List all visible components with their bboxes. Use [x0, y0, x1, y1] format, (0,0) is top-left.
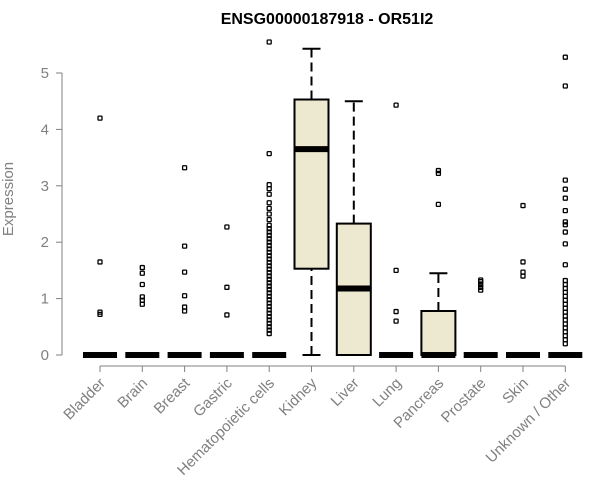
- outlier-point: [181, 304, 188, 310]
- x-tick-label-bladder: Bladder: [60, 375, 109, 424]
- box-iqr: [420, 310, 457, 356]
- outlier-point: [266, 211, 272, 217]
- outlier-point: [435, 201, 442, 208]
- outlier-point: [139, 270, 145, 276]
- box-pancreas: [420, 167, 457, 358]
- x-tick-label-prostate: Prostate: [438, 375, 490, 427]
- box-hematopoietic-cells: [252, 39, 287, 358]
- outlier-point: [562, 219, 568, 225]
- outlier-point: [520, 202, 526, 209]
- box-prostate: [463, 277, 498, 358]
- box-breast: [167, 165, 202, 358]
- box-iqr: [293, 98, 330, 270]
- y-tick-label: 5: [41, 65, 49, 82]
- y-axis: 0 1 2 3 4 5: [41, 65, 63, 364]
- chart-title: ENSG00000187918 - OR51I2: [221, 11, 434, 28]
- outlier-point: [266, 182, 272, 188]
- outlier-point: [224, 312, 230, 318]
- box-skin: [506, 202, 540, 358]
- outlier-point: [562, 186, 568, 192]
- outlier-point: [266, 151, 272, 157]
- outlier-point: [562, 222, 568, 228]
- outlier-point: [266, 222, 272, 228]
- y-tick-label: 0: [41, 347, 49, 364]
- outlier-point: [97, 309, 103, 315]
- outlier-point: [520, 269, 526, 275]
- outlier-point: [181, 269, 188, 275]
- outlier-point: [478, 287, 484, 293]
- x-tick-label-liver: Liver: [328, 375, 363, 410]
- outlier-point: [562, 229, 568, 235]
- outlier-point: [181, 293, 188, 299]
- outlier-point: [562, 54, 568, 60]
- outlier-point: [181, 243, 188, 249]
- outlier-point: [393, 318, 399, 324]
- box-kidney: [293, 47, 330, 356]
- box-unknown-other: [548, 54, 583, 358]
- outlier-point: [478, 284, 484, 290]
- outlier-point: [266, 200, 272, 206]
- outlier-point: [562, 83, 568, 89]
- y-axis-label: Expression: [0, 162, 17, 236]
- outlier-point: [139, 294, 145, 300]
- outlier-point: [435, 170, 442, 177]
- outlier-point: [266, 205, 272, 212]
- outlier-point: [266, 191, 272, 197]
- box-liver: [335, 100, 372, 356]
- outlier-point: [181, 165, 188, 171]
- outlier-point: [139, 264, 145, 271]
- outlier-point: [224, 224, 230, 230]
- outlier-point: [435, 167, 442, 174]
- y-tick-label: 2: [41, 234, 49, 251]
- x-tick-label-skin: Skin: [499, 375, 532, 408]
- outlier-point: [393, 102, 399, 108]
- outlier-point: [224, 284, 230, 290]
- outlier-point: [393, 267, 399, 274]
- outlier-point: [478, 277, 484, 283]
- outlier-point: [97, 259, 103, 265]
- outlier-point: [520, 259, 526, 265]
- outlier-point: [97, 115, 103, 121]
- box-lung: [379, 102, 414, 358]
- y-tick-label: 4: [41, 121, 49, 138]
- x-tick-label-kidney: Kidney: [276, 374, 321, 419]
- y-tick-label: 3: [41, 178, 49, 195]
- plot-area: [83, 39, 583, 358]
- outlier-point: [562, 195, 568, 201]
- box-brain: [125, 264, 160, 358]
- outlier-point: [562, 207, 568, 214]
- x-tick-label-breast: Breast: [151, 374, 194, 417]
- outlier-point: [139, 281, 145, 288]
- y-tick-label: 1: [41, 291, 49, 308]
- outlier-point: [562, 241, 568, 247]
- outlier-point: [393, 308, 399, 315]
- outlier-point: [562, 262, 568, 268]
- outlier-point: [562, 277, 568, 284]
- outlier-point: [266, 216, 272, 223]
- box-bladder: [83, 115, 117, 358]
- x-tick-label-brain: Brain: [114, 375, 151, 412]
- x-tick-label-lung: Lung: [369, 375, 405, 411]
- outlier-point: [562, 177, 568, 183]
- box-gastric: [209, 224, 244, 358]
- outlier-point: [266, 39, 272, 45]
